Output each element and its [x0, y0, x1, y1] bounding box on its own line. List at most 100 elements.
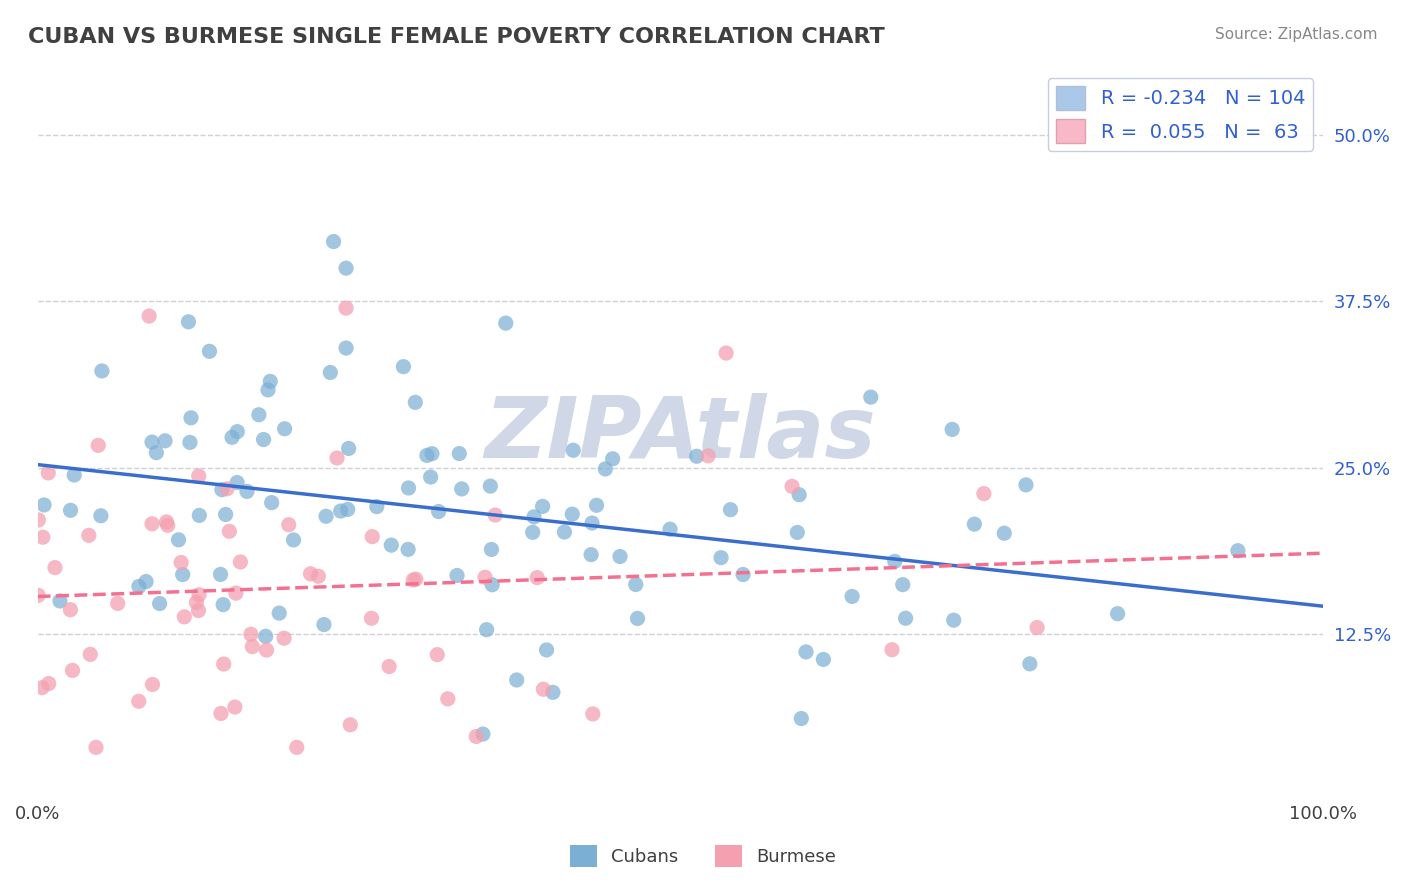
Cubans: [731, 567, 754, 582]
Cubans: [211, 483, 233, 497]
Cubans: [790, 712, 813, 726]
Cubans: [198, 344, 221, 359]
Cubans: [506, 673, 529, 687]
Cubans: [609, 549, 631, 564]
Cubans: [212, 598, 235, 612]
Cubans: [145, 445, 167, 459]
Burmese: [187, 603, 209, 617]
Cubans: [449, 446, 471, 460]
Cubans: [398, 481, 420, 495]
Burmese: [229, 555, 252, 569]
Cubans: [259, 375, 281, 389]
Burmese: [155, 515, 177, 529]
Burmese: [973, 486, 995, 500]
Burmese: [277, 517, 299, 532]
Cubans: [90, 364, 112, 378]
Burmese: [526, 571, 548, 585]
Burmese: [360, 611, 382, 625]
Cubans: [336, 502, 359, 516]
Cubans: [329, 504, 352, 518]
Cubans: [335, 341, 357, 355]
Cubans: [404, 395, 426, 409]
Burmese: [225, 586, 247, 600]
Cubans: [963, 517, 986, 532]
Cubans: [90, 508, 112, 523]
Cubans: [523, 509, 546, 524]
Cubans: [335, 261, 357, 276]
Cubans: [481, 578, 503, 592]
Burmese: [273, 632, 295, 646]
Cubans: [416, 449, 439, 463]
Cubans: [942, 613, 965, 627]
Burmese: [405, 572, 427, 586]
Cubans: [269, 606, 291, 620]
Burmese: [209, 706, 232, 721]
Burmese: [87, 438, 110, 452]
Burmese: [107, 596, 129, 610]
Cubans: [226, 475, 249, 490]
Cubans: [257, 383, 280, 397]
Cubans: [260, 495, 283, 509]
Cubans: [1107, 607, 1129, 621]
Cubans: [787, 488, 810, 502]
Cubans: [471, 727, 494, 741]
Cubans: [366, 500, 388, 514]
Cubans: [135, 574, 157, 589]
Cubans: [626, 611, 648, 625]
Burmese: [436, 691, 458, 706]
Cubans: [273, 422, 295, 436]
Burmese: [27, 513, 49, 527]
Cubans: [236, 484, 259, 499]
Cubans: [479, 479, 502, 493]
Burmese: [531, 682, 554, 697]
Cubans: [172, 567, 194, 582]
Burmese: [697, 449, 720, 463]
Cubans: [536, 643, 558, 657]
Burmese: [141, 677, 163, 691]
Burmese: [582, 706, 605, 721]
Burmese: [378, 659, 401, 673]
Cubans: [188, 508, 211, 523]
Legend: R = -0.234   N = 104, R =  0.055   N =  63: R = -0.234 N = 104, R = 0.055 N = 63: [1047, 78, 1313, 151]
Cubans: [561, 507, 583, 521]
Burmese: [173, 610, 195, 624]
Cubans: [710, 550, 733, 565]
Cubans: [380, 538, 402, 552]
Cubans: [427, 504, 450, 518]
Cubans: [392, 359, 415, 374]
Cubans: [553, 524, 575, 539]
Burmese: [285, 740, 308, 755]
Cubans: [624, 577, 647, 591]
Cubans: [254, 629, 277, 643]
Cubans: [813, 652, 835, 666]
Cubans: [128, 579, 150, 593]
Cubans: [141, 435, 163, 450]
Text: CUBAN VS BURMESE SINGLE FEMALE POVERTY CORRELATION CHART: CUBAN VS BURMESE SINGLE FEMALE POVERTY C…: [28, 27, 884, 46]
Cubans: [794, 645, 817, 659]
Cubans: [602, 451, 624, 466]
Cubans: [315, 509, 337, 524]
Cubans: [312, 617, 335, 632]
Burmese: [714, 346, 737, 360]
Legend: Cubans, Burmese: Cubans, Burmese: [562, 838, 844, 874]
Cubans: [522, 525, 544, 540]
Cubans: [883, 554, 905, 568]
Cubans: [396, 542, 419, 557]
Cubans: [993, 526, 1015, 541]
Burmese: [474, 570, 496, 584]
Cubans: [685, 449, 707, 463]
Burmese: [84, 740, 107, 755]
Burmese: [339, 718, 361, 732]
Cubans: [167, 533, 190, 547]
Cubans: [585, 498, 607, 512]
Burmese: [44, 560, 66, 574]
Cubans: [531, 500, 554, 514]
Cubans: [495, 316, 517, 330]
Cubans: [59, 503, 82, 517]
Burmese: [256, 643, 278, 657]
Cubans: [247, 408, 270, 422]
Burmese: [27, 588, 49, 602]
Burmese: [156, 518, 179, 533]
Cubans: [562, 443, 585, 458]
Burmese: [186, 595, 208, 609]
